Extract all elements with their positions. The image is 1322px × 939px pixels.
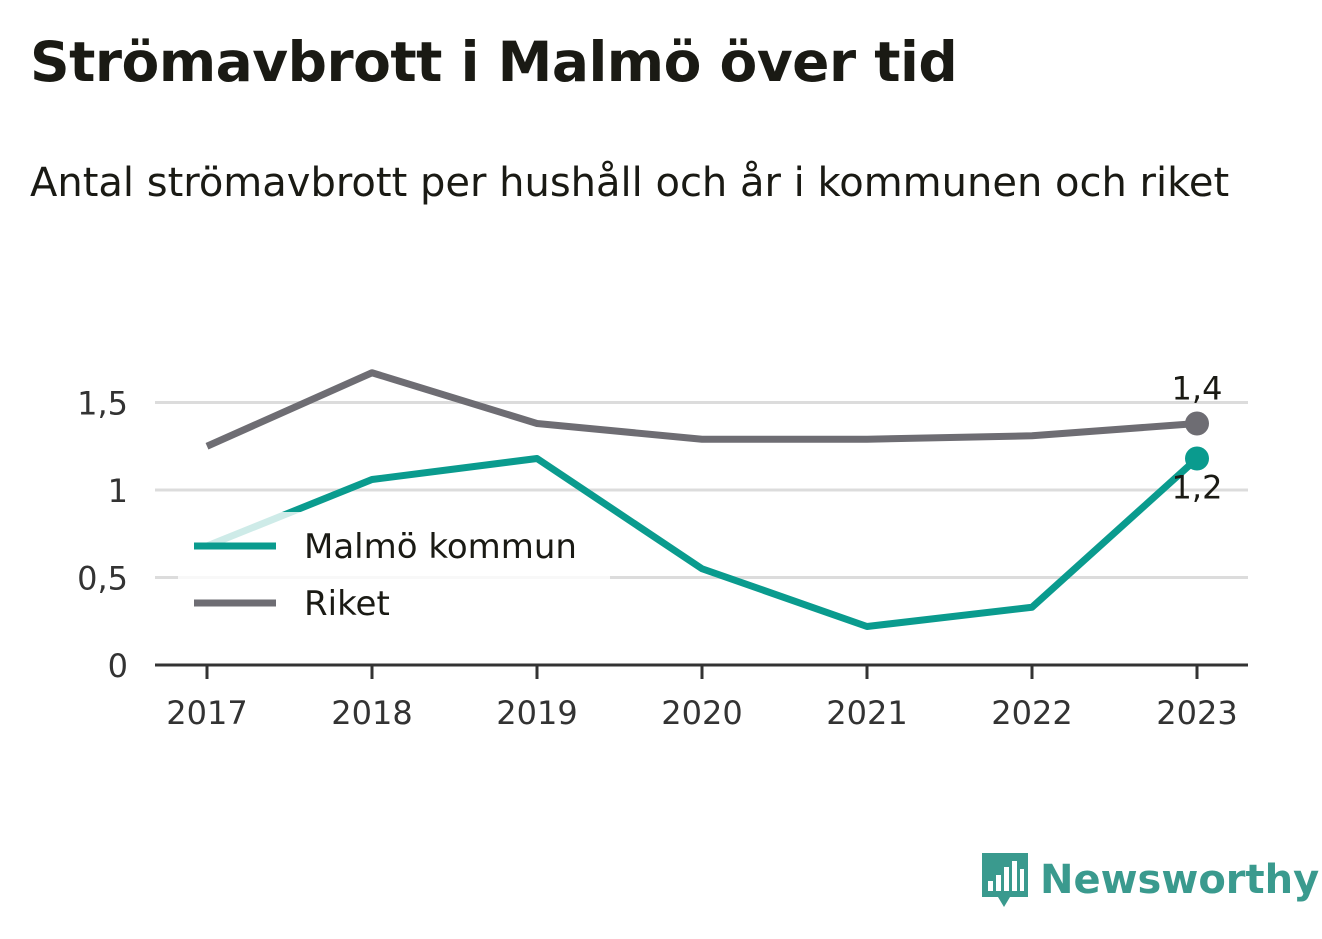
- x-tick-label: 2023: [1156, 694, 1237, 732]
- series-line-riket: [205, 369, 1198, 450]
- x-tick-label: 2018: [331, 694, 412, 732]
- y-tick-label: 1,5: [77, 385, 128, 423]
- end-marker: [1185, 411, 1209, 436]
- x-tick-label: 2021: [826, 694, 907, 732]
- data-label: 1,2: [1172, 469, 1223, 507]
- bar-chart-speech-bubble-icon: [982, 853, 1028, 907]
- end-marker: [1185, 446, 1209, 471]
- x-tick-label: 2017: [166, 694, 247, 732]
- x-tick-label: 2022: [991, 694, 1072, 732]
- y-tick-label: 1: [108, 472, 128, 510]
- x-tick-label: 2019: [496, 694, 577, 732]
- y-axis-ticks: 0 0,5 1 1,5: [77, 385, 128, 686]
- x-axis-ticks: 2017 2018 2019 2020 2021 2022 2023: [166, 665, 1238, 732]
- chart-title: Strömavbrott i Malmö över tid: [30, 30, 958, 94]
- chart-subtitle: Antal strömavbrott per hushåll och år i …: [30, 160, 1230, 206]
- end-markers: 1,2 1,4: [1172, 370, 1223, 507]
- y-tick-label: 0,5: [77, 560, 128, 598]
- legend-background: [178, 512, 610, 636]
- brand-name: Newsworthy: [1040, 857, 1320, 903]
- line-chart: 0 0,5 1 1,5 2017 2018 2019 2020 2021 2022 2023 Ma…: [77, 369, 1248, 732]
- x-tick-label: 2020: [661, 694, 742, 732]
- legend: Malmö kommun Riket: [178, 512, 610, 636]
- data-label: 1,4: [1172, 370, 1223, 408]
- series-lines: [205, 369, 1200, 630]
- series-line-malmo: [205, 455, 1200, 630]
- newsworthy-logo: Newsworthy: [980, 850, 1319, 910]
- legend-label: Riket: [304, 584, 390, 624]
- legend-label: Malmö kommun: [304, 527, 577, 567]
- y-tick-label: 0: [108, 647, 128, 685]
